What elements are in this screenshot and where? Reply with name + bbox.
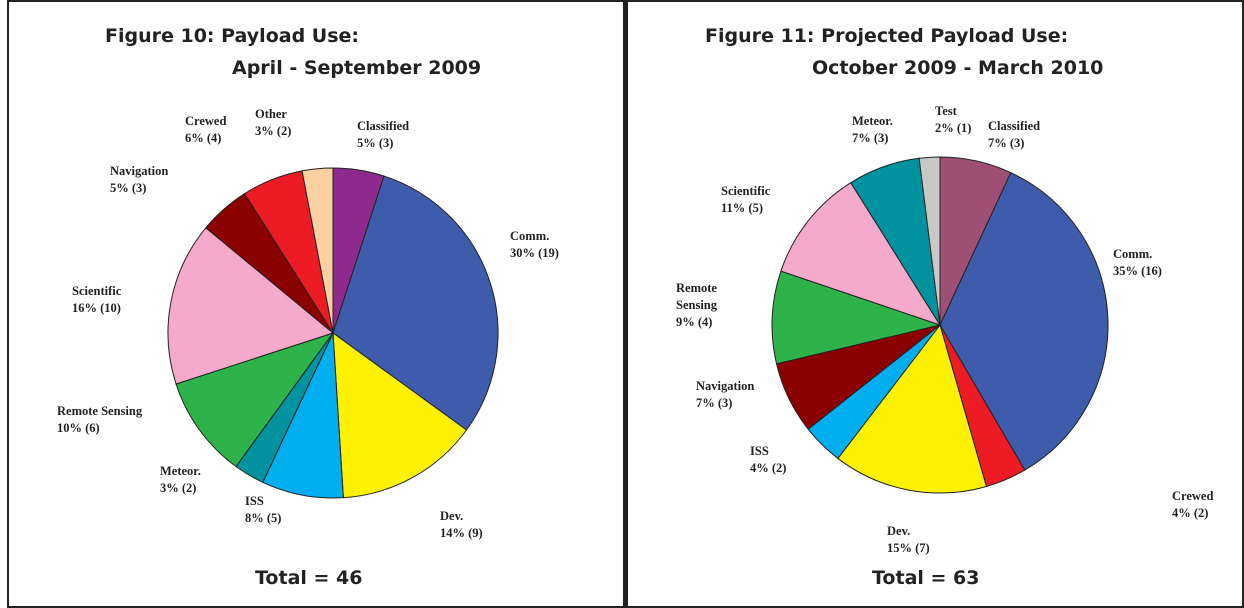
slice-label: Crewed <box>1172 489 1213 503</box>
slice-label: Scientific <box>721 184 771 198</box>
slice-label: Dev. <box>440 509 463 523</box>
slice-value-label: 3% (2) <box>255 124 291 138</box>
slice-label: Navigation <box>110 164 168 178</box>
chart-subtitle: April - September 2009 <box>232 57 481 79</box>
slice-value-label: 16% (10) <box>72 301 121 315</box>
slice-value-label: 15% (7) <box>887 541 930 555</box>
chart-title: Figure 11: Projected Payload Use: <box>705 25 1068 47</box>
slice-label: Comm. <box>510 229 549 243</box>
pie-slice <box>918 156 941 326</box>
pie-slice <box>301 167 334 334</box>
slice-value-label: 10% (6) <box>57 421 100 435</box>
slice-label: Dev. <box>887 524 910 538</box>
slice-label: ISS <box>245 494 264 508</box>
slice-value-label: 4% (2) <box>1172 506 1208 520</box>
slice-label: Other <box>255 107 287 121</box>
slice-label: Comm. <box>1113 247 1152 261</box>
slice-value-label: 6% (4) <box>185 131 221 145</box>
pie-slice <box>939 172 1109 471</box>
slice-label: Crewed <box>185 114 226 128</box>
slice-value-label: 3% (2) <box>160 481 196 495</box>
slice-value-label: 35% (16) <box>1113 264 1162 278</box>
slice-value-label: 8% (5) <box>245 511 281 525</box>
slice-label: ISS <box>750 444 769 458</box>
pie-slice <box>167 227 335 385</box>
slice-label: Classified <box>357 119 409 133</box>
pie-slice <box>771 270 942 365</box>
chart-title: Figure 10: Payload Use: <box>105 25 359 47</box>
slice-value-label: 4% (2) <box>750 461 786 475</box>
chart-subtitle: October 2009 - March 2010 <box>812 57 1103 79</box>
slice-value-label: 5% (3) <box>110 181 146 195</box>
pie-slice <box>780 181 942 326</box>
slice-value-label: 5% (3) <box>357 136 393 150</box>
total-annotation: Total = 46 <box>255 567 363 589</box>
total-annotation: Total = 63 <box>872 567 980 589</box>
slice-label: Classified <box>988 119 1040 133</box>
slice-value-label: 14% (9) <box>440 526 483 540</box>
slice-value-label: 7% (3) <box>988 136 1024 150</box>
pie-slice <box>175 332 335 468</box>
pie-slice <box>332 175 499 431</box>
pie-slice <box>837 323 988 494</box>
slice-label: Remote Sensing <box>676 281 718 312</box>
slice-label: Meteor. <box>852 114 893 128</box>
slice-label: Test <box>935 104 958 118</box>
slice-value-label: 2% (1) <box>935 121 971 135</box>
slice-label: Scientific <box>72 284 122 298</box>
pie-slice <box>332 331 468 499</box>
slice-label: Navigation <box>696 379 754 393</box>
slice-value-label: 7% (3) <box>696 396 732 410</box>
slice-label: Remote Sensing <box>57 404 143 418</box>
slice-value-label: 7% (3) <box>852 131 888 145</box>
slice-value-label: 9% (4) <box>676 315 712 329</box>
slice-value-label: 30% (19) <box>510 246 559 260</box>
slice-value-label: 11% (5) <box>721 201 763 215</box>
slice-label: Meteor. <box>160 464 201 478</box>
